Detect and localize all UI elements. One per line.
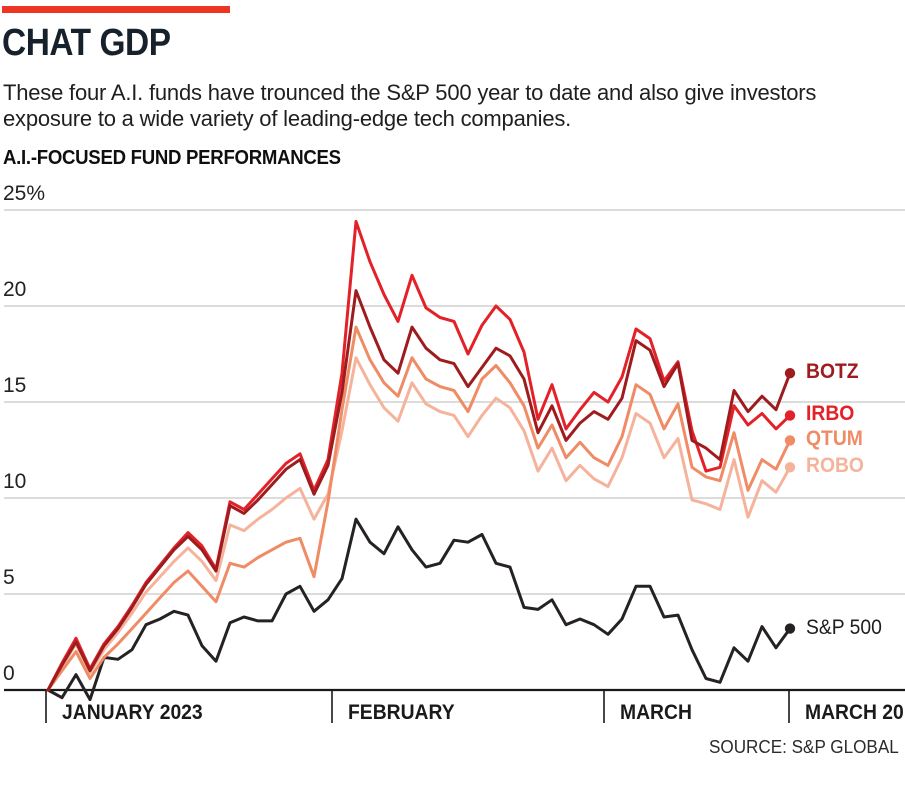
x-axis-label-january-2023: JANUARY 2023	[62, 701, 203, 724]
y-axis-label-5: 5	[3, 566, 15, 589]
series-end-dot-botz	[784, 368, 796, 379]
x-axis-label-march: MARCH	[620, 701, 692, 724]
series-end-dot-robo	[784, 462, 796, 473]
series-end-dot-irbo	[784, 410, 796, 421]
y-axis-label-15: 15	[3, 374, 27, 397]
source-credit: SOURCE: S&P GLOBAL	[709, 737, 899, 757]
series-label-irbo: IRBO	[806, 402, 855, 426]
y-axis-label-10: 10	[3, 470, 27, 493]
series-label-qtum: QTUM	[806, 427, 863, 451]
y-axis-label-20: 20	[3, 278, 27, 301]
chart-section-label: A.I.-FOCUSED FUND PERFORMANCES	[3, 147, 341, 169]
series-label-s-p-500: S&P 500	[806, 615, 882, 639]
series-label-robo: ROBO	[806, 454, 864, 478]
kicker-bar	[2, 6, 230, 13]
series-line-s-p-500	[46, 517, 792, 702]
series-line-robo	[46, 356, 792, 692]
series-line-qtum	[46, 325, 792, 692]
chart-subtitle: These four A.I. funds have trounced the …	[3, 80, 817, 131]
x-axis-label-february: FEBRUARY	[348, 701, 455, 724]
series-line-botz	[46, 289, 792, 692]
page-title: CHAT GDP	[2, 22, 171, 64]
x-axis-label-march-20: MARCH 20	[805, 701, 904, 724]
series-end-dot-s-p-500	[784, 623, 796, 634]
y-axis-label-0: 0	[3, 662, 15, 685]
series-label-botz: BOTZ	[806, 360, 859, 384]
y-axis-label-25: 25%	[3, 182, 46, 205]
series-end-dot-qtum	[784, 435, 796, 446]
